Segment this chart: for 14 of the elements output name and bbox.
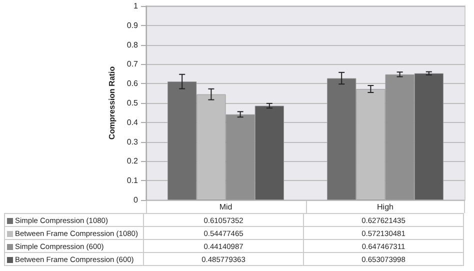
- y-tick-label: 0.4: [126, 118, 139, 127]
- y-tick-label: 0.8: [126, 40, 139, 50]
- y-axis-title: Compression Ratio: [107, 66, 116, 140]
- y-tick-label: 0.6: [126, 79, 139, 88]
- y-tick-label: 0.3: [126, 137, 139, 146]
- y-tick-label: 0: [134, 196, 139, 204]
- y-tick-label: 0.2: [126, 156, 139, 166]
- y-tick-label: 0.1: [126, 176, 139, 186]
- x-tick-label: Mid: [219, 202, 232, 212]
- y-tick-label: 1: [134, 2, 139, 10]
- x-tick-label: High: [377, 202, 394, 212]
- y-tick-label: 0.5: [126, 98, 139, 108]
- y-tick-label: 0.7: [126, 60, 139, 69]
- y-tick-label: 0.9: [126, 20, 139, 30]
